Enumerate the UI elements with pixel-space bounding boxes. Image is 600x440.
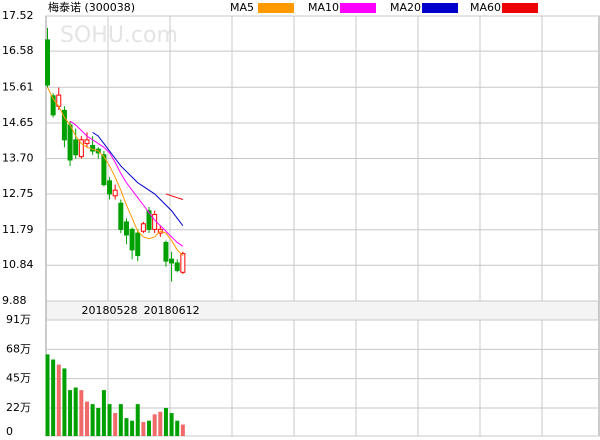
- candle-body: [84, 139, 90, 145]
- volume-tick-label: 0: [6, 425, 13, 438]
- legend-label: MA20: [390, 1, 421, 14]
- y-tick-label: 14.65: [2, 116, 34, 129]
- volume-bar: [96, 407, 101, 436]
- volume-bar: [68, 390, 73, 436]
- volume-bar: [56, 364, 61, 436]
- candle-body: [112, 189, 118, 197]
- ma-line: [47, 87, 184, 256]
- legend-swatch: [340, 3, 376, 13]
- volume-bar: [175, 420, 180, 436]
- candle-body: [129, 228, 135, 251]
- candle-body: [140, 223, 146, 232]
- y-tick-label: 16.58: [2, 44, 34, 57]
- volume-bar: [90, 404, 95, 436]
- ma-line: [92, 131, 184, 226]
- candle-body: [78, 139, 84, 158]
- volume-bar: [158, 411, 163, 436]
- volume-bar: [124, 418, 129, 436]
- candle-body: [61, 109, 67, 141]
- y-tick-label: 15.61: [2, 80, 34, 93]
- legend-label: MA10: [308, 1, 339, 14]
- y-tick-label: 12.75: [2, 187, 34, 200]
- chart-title: 梅泰诺 (300038): [48, 0, 135, 14]
- volume-bar: [130, 420, 135, 436]
- candle-body: [135, 232, 141, 256]
- candle-body: [180, 253, 186, 273]
- volume-bar: [163, 407, 168, 436]
- y-tick-label: 13.70: [2, 152, 34, 165]
- ma-line: [69, 120, 184, 247]
- candle-body: [169, 258, 175, 264]
- volume-bar: [84, 401, 89, 436]
- legend-label: MA60: [470, 1, 501, 14]
- volume-tick-label: 22万: [6, 401, 31, 414]
- legend-swatch: [422, 3, 458, 13]
- candle-body: [163, 241, 169, 262]
- volume-bar: [51, 359, 56, 436]
- volume-bar: [45, 354, 50, 436]
- y-tick-label: 10.84: [2, 258, 34, 271]
- legend-label: MA5: [230, 1, 254, 14]
- volume-bar: [169, 413, 174, 436]
- volume-bar: [73, 387, 78, 436]
- volume-bar: [107, 404, 112, 436]
- x-tick-label: 20180612: [144, 304, 200, 317]
- volume-tick-label: 68万: [6, 342, 31, 355]
- candle-body: [123, 221, 129, 236]
- volume-bar: [79, 390, 84, 436]
- candle-body: [101, 154, 107, 186]
- volume-bar: [141, 421, 146, 436]
- candle-body: [73, 139, 79, 156]
- candle-body: [174, 262, 180, 271]
- volume-bar: [62, 368, 67, 436]
- legend-swatch: [258, 3, 294, 13]
- volume-bar: [118, 404, 123, 436]
- volume-tick-label: 91万: [6, 313, 31, 326]
- volume-tick-label: 45万: [6, 372, 31, 385]
- volume-bar: [180, 424, 185, 436]
- candle-body: [45, 39, 50, 86]
- volume-bar: [101, 390, 106, 436]
- candle-body: [50, 95, 56, 116]
- candle-body: [146, 210, 152, 230]
- candle-body: [107, 180, 113, 195]
- candle-body: [67, 124, 73, 161]
- watermark: SOHU.com: [60, 23, 178, 48]
- volume-bar: [147, 420, 152, 436]
- y-tick-label: 17.52: [2, 9, 34, 22]
- x-tick-label: 20180528: [82, 304, 138, 317]
- volume-bar: [135, 404, 140, 436]
- y-tick-label: 11.79: [2, 223, 34, 236]
- candle-body: [118, 202, 124, 230]
- ma-line: [165, 193, 184, 201]
- y-tick-label: 9.88: [2, 294, 27, 307]
- volume-bar: [113, 413, 118, 436]
- legend-swatch: [502, 3, 538, 13]
- volume-bar: [152, 414, 157, 436]
